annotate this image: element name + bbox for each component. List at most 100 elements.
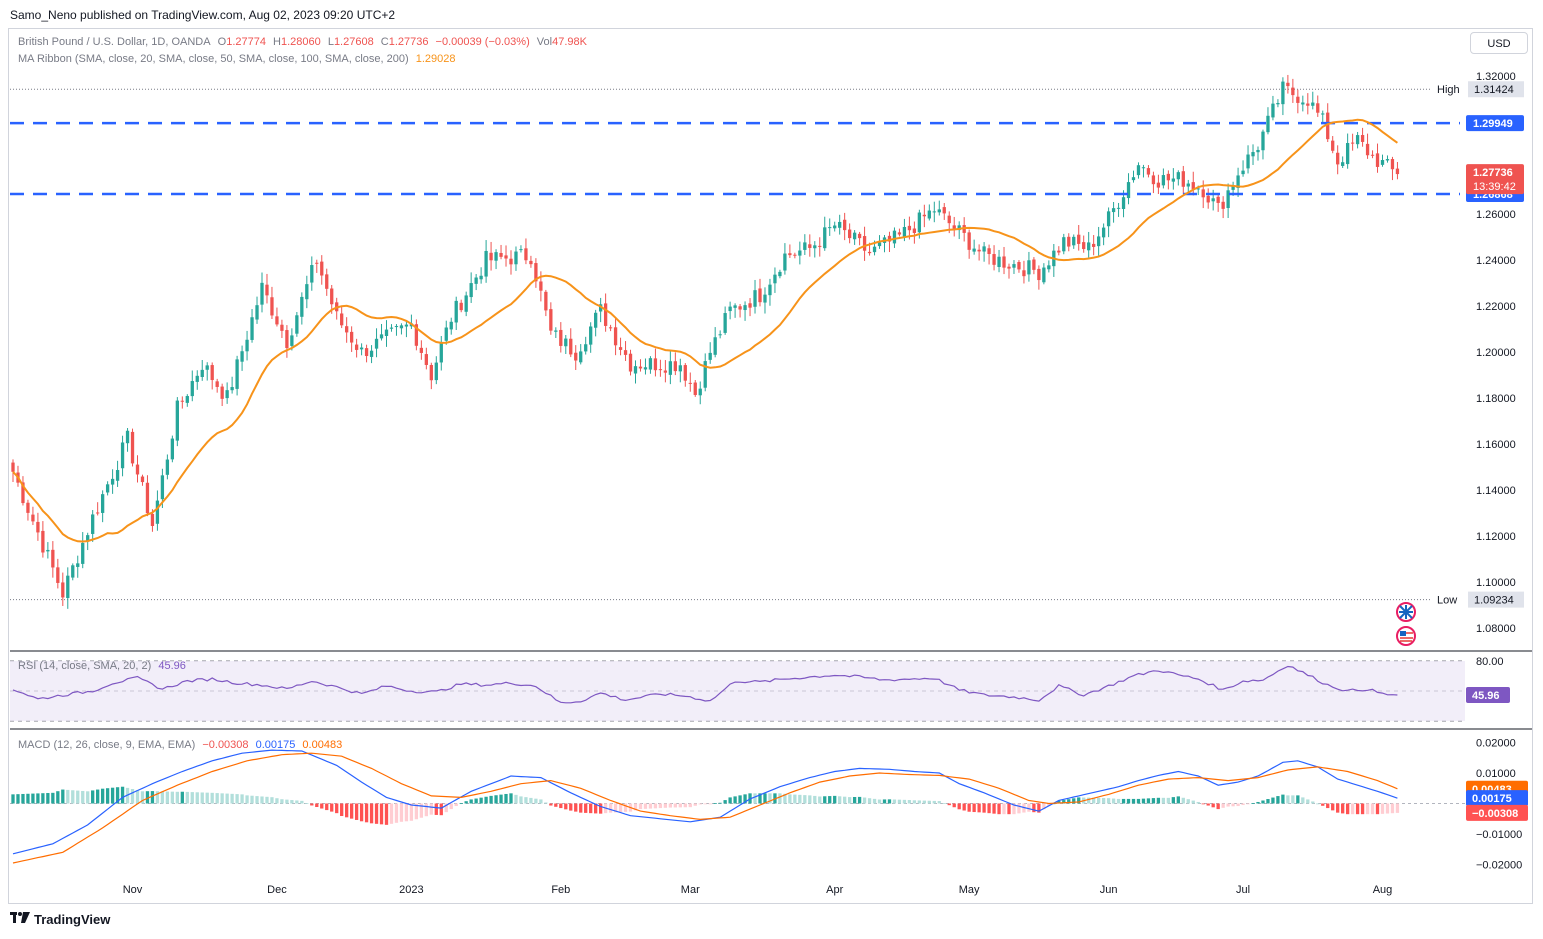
macd-histogram-bar: [663, 803, 668, 808]
candle-body: [549, 309, 553, 331]
low-label: L: [327, 36, 334, 48]
price-tick-label: 1.22000: [1476, 301, 1516, 313]
macd-histogram-bar: [594, 803, 598, 814]
candle-body: [688, 382, 692, 384]
candle-body: [454, 300, 458, 323]
macd-histogram-bar: [76, 790, 80, 804]
candle-body: [828, 227, 832, 229]
macd-histogram-bar: [713, 803, 717, 804]
price-tick-label: 1.16000: [1476, 439, 1516, 451]
candle-body: [698, 388, 702, 396]
candle-body: [1196, 188, 1200, 190]
candle-body: [1206, 195, 1210, 203]
high-label: H: [273, 36, 281, 48]
macd-title[interactable]: MACD (12, 26, close, 9, EMA, EMA): [18, 739, 196, 751]
currency-button[interactable]: USD: [1470, 32, 1528, 54]
candle-body: [519, 249, 523, 251]
candle-body: [927, 210, 931, 219]
high-value: 1.28060: [280, 36, 321, 48]
candle-body: [678, 365, 682, 372]
macd-histogram-bar: [160, 791, 165, 804]
macd-histogram-bar: [1316, 803, 1320, 805]
macd-histogram-bar: [1131, 798, 1136, 804]
brand-name: TradingView: [34, 912, 111, 927]
macd-histogram-bar: [559, 803, 563, 809]
candle-body: [295, 315, 299, 334]
macd-histogram-bar: [524, 797, 528, 804]
candle-body: [1201, 189, 1205, 198]
footer-brand[interactable]: TradingView: [10, 912, 110, 927]
candle-body: [539, 281, 543, 291]
candle-body: [723, 313, 727, 333]
candle-body: [359, 347, 364, 350]
candle-body: [992, 254, 996, 265]
macd-histogram-bar: [808, 795, 812, 804]
macd-histogram-bar: [240, 794, 244, 804]
candle-body: [1012, 264, 1016, 268]
macd-histogram-bar: [175, 791, 179, 804]
candle-body: [753, 290, 757, 307]
candle-body: [175, 400, 179, 441]
candle-body: [1146, 168, 1151, 175]
macd-histogram-bar: [867, 798, 872, 804]
macd-histogram-bar: [26, 793, 30, 804]
macd-histogram-bar: [270, 797, 274, 804]
candle-body: [977, 249, 981, 252]
macd-histogram-bar: [200, 792, 204, 804]
macd-histogram-bar: [569, 803, 573, 811]
macd-histogram-bar: [21, 793, 25, 804]
macd-histogram-bar: [31, 793, 35, 804]
macd-histogram-bar: [833, 795, 837, 804]
candle-body: [484, 250, 488, 277]
candle-body: [200, 369, 204, 378]
macd-histogram-bar: [778, 793, 782, 804]
macd-histogram-bar: [1296, 795, 1300, 804]
candle-body: [1037, 268, 1041, 281]
macd-histogram-bar: [494, 795, 498, 804]
macd-histogram-bar: [195, 792, 199, 804]
high-value-badge: [1468, 81, 1524, 98]
candle-body: [31, 514, 35, 522]
candle-body: [260, 282, 264, 305]
macd-histogram-bar: [91, 790, 95, 804]
macd-histogram-bar: [618, 803, 623, 813]
candle-body: [738, 306, 742, 310]
macd-histogram-bar: [1291, 795, 1295, 804]
candle-body: [658, 369, 663, 371]
candle-body: [773, 274, 777, 284]
candle-body: [1281, 81, 1285, 105]
candle-body: [1211, 198, 1215, 202]
macd-histogram-bar: [464, 801, 468, 804]
macd-histogram-bar: [1236, 803, 1240, 807]
candle-body: [354, 344, 359, 350]
ma-ribbon-title[interactable]: MA Ribbon (SMA, close, 20, SMA, close, 5…: [18, 53, 409, 65]
candle-body: [1136, 165, 1141, 176]
candle-body: [1331, 140, 1335, 151]
candle-body: [1261, 131, 1265, 151]
macd-legend: MACD (12, 26, close, 9, EMA, EMA) −0.003…: [18, 739, 346, 751]
symbol-title[interactable]: British Pound / U.S. Dollar, 1D, OANDA: [18, 36, 211, 48]
candle-body: [155, 500, 160, 524]
candle-body: [524, 248, 528, 261]
candle-body: [554, 330, 558, 332]
macd-histogram-bar: [1336, 803, 1340, 813]
macd-histogram-bar: [892, 799, 897, 804]
macd-histogram-bar: [1007, 803, 1011, 815]
time-tick-label: Apr: [826, 884, 843, 896]
candle-body: [170, 438, 175, 460]
candle-body: [315, 262, 319, 264]
macd-histogram-bar: [1211, 803, 1215, 808]
rsi-line: [12, 665, 1398, 704]
candle-body: [708, 352, 712, 360]
candle-body: [623, 350, 628, 355]
time-tick-label: Jun: [1100, 884, 1118, 896]
candle-body: [1241, 170, 1245, 175]
candle-body: [1131, 177, 1136, 181]
candle-body: [633, 366, 638, 374]
macd-histogram-bar: [623, 803, 628, 812]
candle-body: [245, 339, 249, 352]
rsi-title[interactable]: RSI (14, close, SMA, 20, 2): [18, 660, 152, 672]
macd-histogram-bar: [1350, 803, 1355, 815]
macd-histogram-bar: [1037, 803, 1041, 813]
